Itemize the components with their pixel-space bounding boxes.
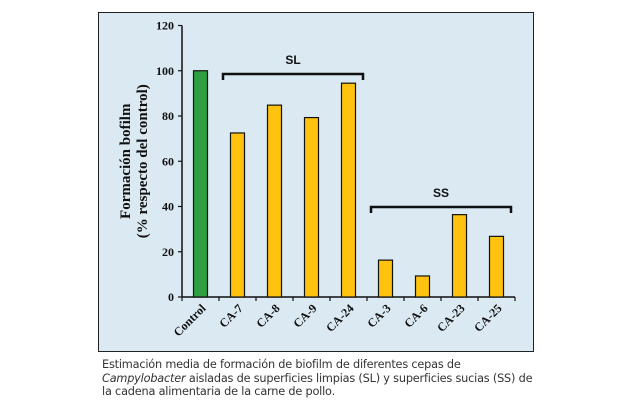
y-tick-label: 0 xyxy=(168,290,174,304)
y-tick-label: 20 xyxy=(162,245,174,259)
bar-ca-9 xyxy=(303,116,320,298)
y-axis-label-unit: (% respecto del control) xyxy=(135,84,151,238)
y-tick-label: 80 xyxy=(162,109,174,123)
figure-caption: Estimación media de formación de biofilm… xyxy=(102,358,542,399)
x-tick-label: CA-24 xyxy=(323,301,356,334)
bar-ca-7 xyxy=(229,132,246,298)
x-tick-label: CA-7 xyxy=(216,301,245,330)
caption-text-end: aisladas de superficies limpias (SL) y s… xyxy=(102,371,533,399)
caption-italic: Campylobacter xyxy=(102,371,186,385)
bar-control xyxy=(192,70,209,298)
bar-ca-3 xyxy=(377,259,394,298)
x-tick-label: CA-8 xyxy=(253,301,282,330)
bar-ca-6 xyxy=(414,275,431,298)
caption-text: Estimación media de formación de biofilm… xyxy=(102,358,461,371)
y-tick-label: 60 xyxy=(162,154,174,168)
bar-ca-24 xyxy=(340,82,357,298)
bar-ca-8 xyxy=(266,104,283,298)
bracket-ss xyxy=(369,205,513,213)
y-tick-label: 100 xyxy=(156,64,174,78)
bar-ca-25 xyxy=(488,235,505,298)
x-tick-label: CA-9 xyxy=(290,301,319,330)
bar-ca-23 xyxy=(451,214,468,298)
x-tick-label: CA-3 xyxy=(364,301,393,330)
x-tick-label: CA-25 xyxy=(471,301,504,334)
y-tick-label: 120 xyxy=(156,19,174,33)
bracket-sl xyxy=(221,72,365,80)
y-tick-label: 40 xyxy=(162,200,174,214)
x-tick-label: CA-23 xyxy=(434,301,467,334)
bracket-label-ss: SS xyxy=(433,186,449,200)
x-tick-label: Control xyxy=(171,301,209,339)
x-tick-label: CA-6 xyxy=(401,301,430,330)
y-axis-label: Formación bofilm xyxy=(118,103,134,219)
bracket-label-sl: SL xyxy=(285,53,300,67)
